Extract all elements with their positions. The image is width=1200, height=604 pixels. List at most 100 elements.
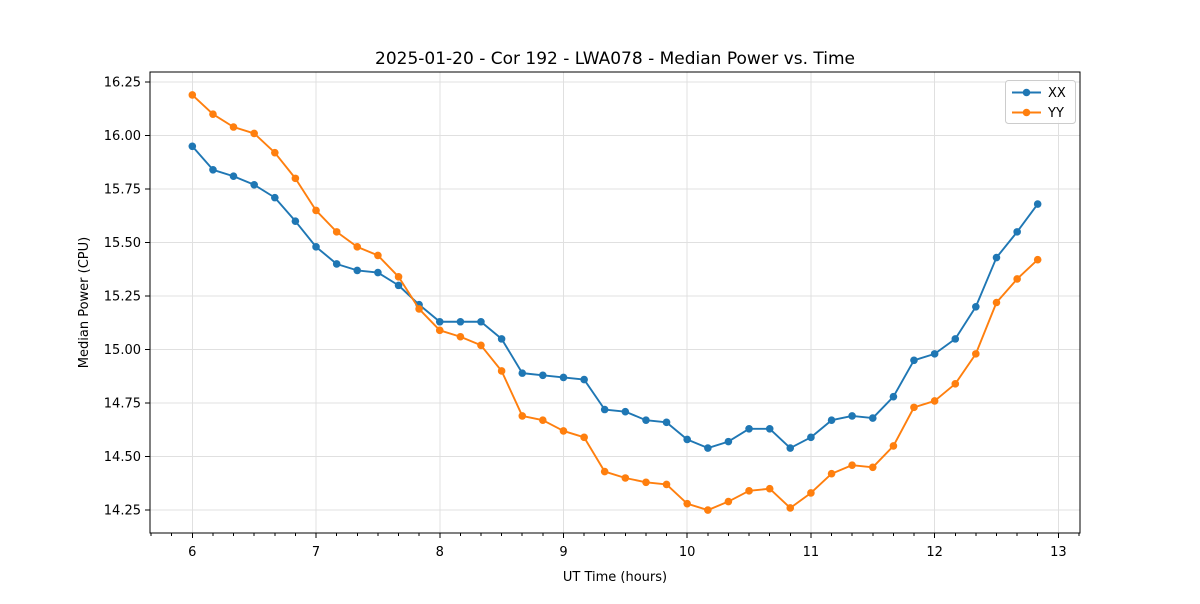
series-xx-point [662, 418, 671, 427]
y-tick-label: 14.75 [104, 397, 141, 412]
series-yy-point [188, 91, 197, 99]
series-yy-point [394, 273, 403, 281]
series-yy-point [1033, 255, 1042, 264]
series-yy-point [683, 499, 691, 508]
series-xx-point [910, 356, 918, 365]
series-yy-point [642, 478, 650, 487]
series-yy-point [312, 206, 320, 215]
legend-marker-yy [1022, 108, 1031, 117]
grid-layer [150, 72, 1080, 533]
series-xx-point [374, 268, 382, 277]
series-xx-point [435, 317, 444, 326]
series-xx-point [827, 416, 836, 425]
x-tick-label: 10 [679, 545, 696, 560]
series-xx-point [250, 180, 258, 189]
series-xx-point [745, 424, 753, 433]
series-yy-point [229, 123, 238, 131]
legend-marker-xx [1022, 88, 1031, 97]
series-xx-point [312, 243, 320, 251]
x-tick-label: 8 [436, 545, 444, 560]
series-xx-point [889, 392, 898, 401]
series-yy-point [786, 504, 795, 512]
series-yy-point [951, 380, 960, 388]
series-yy-point [745, 487, 753, 495]
series-xx-point [559, 373, 568, 382]
series-yy-point [209, 110, 217, 118]
series-xx-point [642, 416, 650, 425]
series-yy-point [807, 489, 815, 497]
series-yy-point [704, 506, 712, 514]
series-xx-point [229, 172, 238, 181]
series-yy-point [930, 397, 939, 405]
series-yy-point [374, 251, 382, 260]
series-yy-point [1013, 275, 1021, 283]
series-yy-point [868, 463, 877, 472]
y-tick-label: 15.50 [104, 236, 141, 251]
x-tick-label: 7 [312, 545, 320, 560]
series-xx-point [621, 407, 630, 416]
series-xx-point [353, 266, 362, 275]
x-axis-label: UT Time (hours) [563, 570, 667, 585]
series-yy-point [724, 497, 733, 506]
series-yy-point [765, 484, 774, 493]
series-xx-point [188, 142, 197, 151]
series-xx-point [1033, 200, 1042, 208]
series-xx-point [765, 424, 774, 433]
series-xx-point [951, 335, 960, 343]
series-yy-point [435, 326, 444, 335]
series-xx-point [1013, 228, 1021, 236]
series-yy-point [662, 480, 671, 489]
series-yy-point [353, 243, 362, 251]
chart-title: 2025-01-20 - Cor 192 - LWA078 - Median P… [375, 49, 855, 69]
series-xx-line [191, 145, 1039, 449]
series-yy-point [271, 148, 279, 157]
series-xx-point [807, 433, 815, 442]
series-xx-point [394, 281, 403, 290]
series-yy-point [497, 367, 506, 375]
series-xx-point [291, 217, 300, 225]
series-yy-point [518, 412, 527, 420]
y-tick-label: 16.25 [104, 76, 141, 91]
series-xx-point [539, 371, 547, 380]
y-tick-label: 14.50 [104, 450, 141, 465]
series-yy-point [910, 403, 918, 412]
series-xx-point [930, 350, 939, 358]
x-tick-label: 13 [1050, 545, 1067, 560]
series-xx-point [724, 437, 733, 446]
x-tick-label: 11 [803, 545, 820, 560]
series-xx-point [271, 193, 279, 202]
series-xx-point [456, 317, 465, 326]
y-tick-label: 15.25 [104, 290, 141, 305]
y-tick-label: 14.25 [104, 504, 141, 519]
series-layer [188, 91, 1042, 514]
series-xx-point [600, 405, 609, 414]
series-yy-point [580, 433, 588, 442]
series-xx-point [683, 435, 691, 444]
series-xx-point [580, 375, 588, 384]
series-yy-point [889, 442, 898, 450]
series-yy-point [250, 129, 258, 138]
x-tick-label: 9 [559, 545, 567, 560]
series-yy-point [415, 305, 423, 313]
series-xx-point [332, 260, 341, 268]
series-xx-point [704, 444, 712, 452]
series-yy-point [827, 469, 836, 478]
series-yy-point [992, 298, 1001, 307]
series-yy-point [621, 474, 630, 482]
series-yy-point [539, 416, 547, 425]
legend-label-yy: YY [1047, 106, 1064, 121]
series-yy-point [456, 332, 465, 341]
series-yy-point [972, 350, 980, 358]
series-xx-point [518, 369, 527, 377]
y-tick-label: 15.00 [104, 343, 141, 358]
legend-label-xx: XX [1048, 86, 1066, 101]
series-xx-point [786, 444, 795, 452]
tick-layer: 6 7 8 9 10 11 12 13 14.25 14.50 14.75 15.00 15.25 15.… [104, 76, 1080, 560]
series-xx-point [972, 302, 980, 311]
series-yy-point [291, 174, 300, 183]
series-xx-point [868, 414, 877, 422]
series-xx-point [848, 412, 856, 420]
series-yy-point [848, 461, 856, 469]
